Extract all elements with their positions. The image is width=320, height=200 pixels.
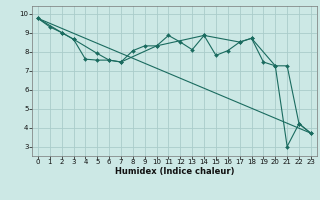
X-axis label: Humidex (Indice chaleur): Humidex (Indice chaleur) bbox=[115, 167, 234, 176]
